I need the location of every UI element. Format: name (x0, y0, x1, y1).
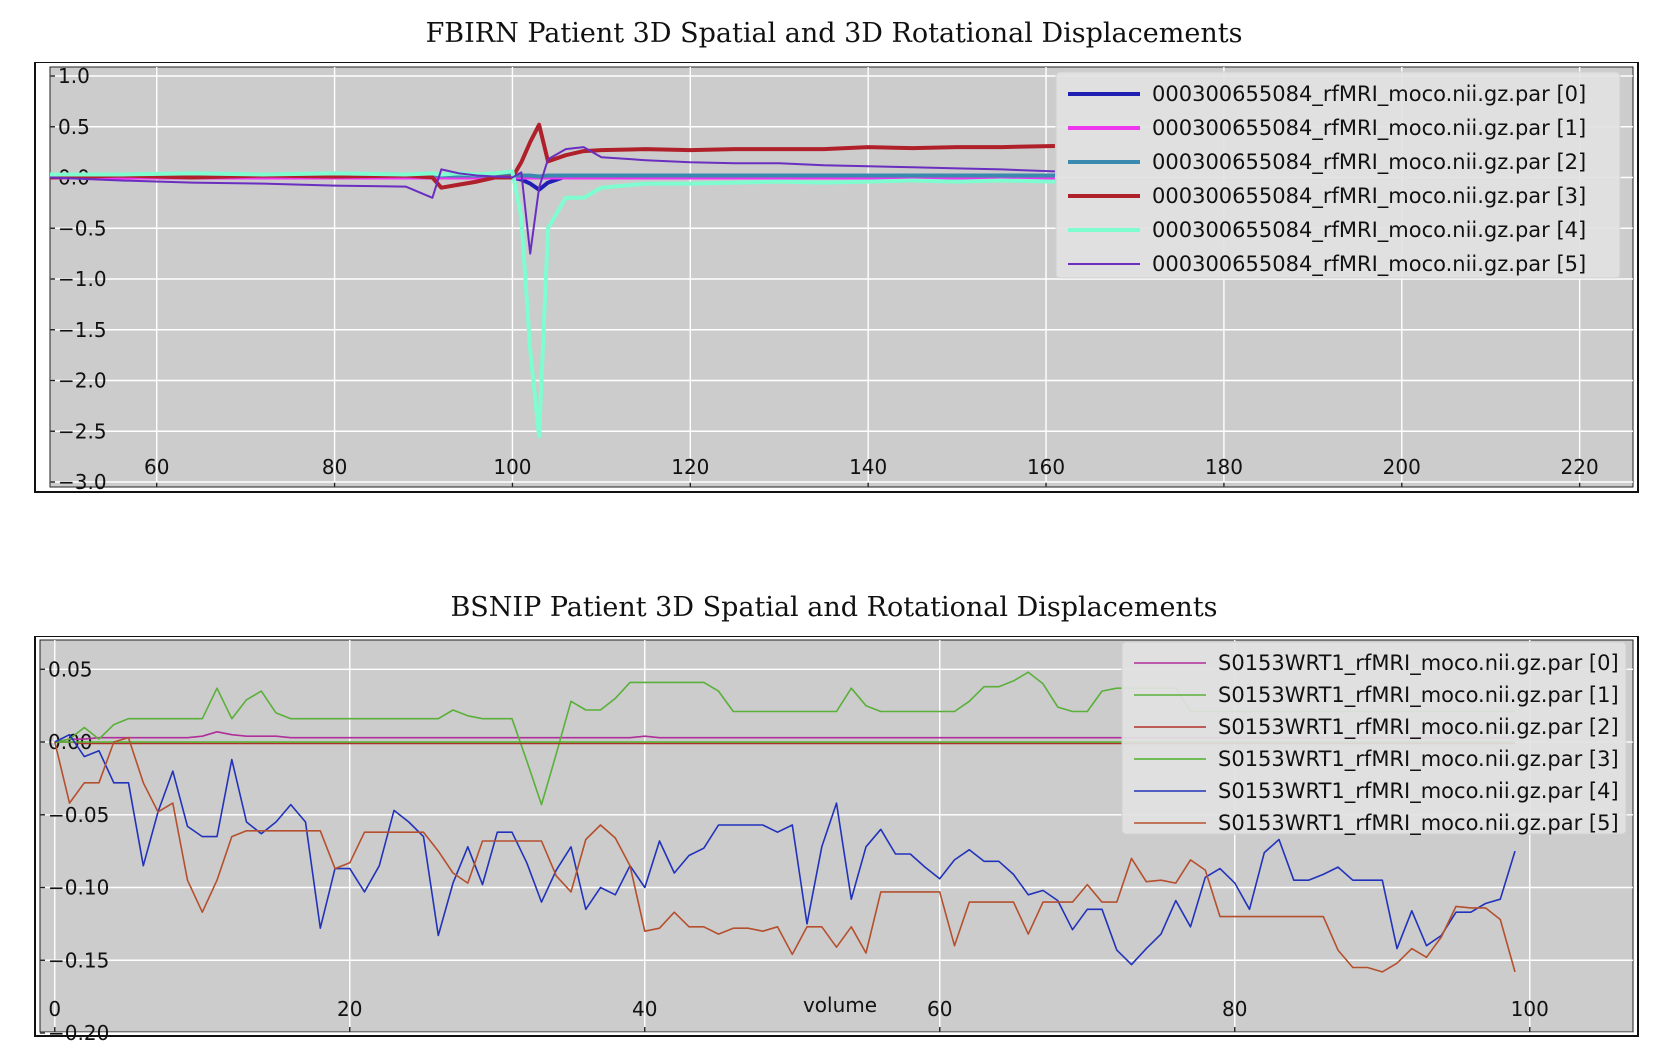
chart1-series-5 (50, 146, 1055, 255)
chart1-xtick-label: 160 (1027, 455, 1065, 479)
chart1-xtick-label: 200 (1383, 455, 1421, 479)
chart1-ytick-label: 1.0 (58, 64, 90, 88)
chart1-ytick-label: −2.0 (58, 369, 107, 393)
chart2-xtick-label: 80 (1222, 997, 1247, 1021)
chart1-ytick-label: −1.0 (58, 267, 107, 291)
chart2-xlabel: volume (803, 993, 877, 1017)
chart1-legend-label-2: 000300655084_rfMRI_moco.nii.gz.par [2] (1152, 150, 1586, 175)
chart2-legend-label-3: S0153WRT1_rfMRI_moco.nii.gz.par [3] (1218, 747, 1619, 772)
chart2-series-5 (54, 736, 1516, 973)
chart2-ytick-label: 0.05 (48, 657, 93, 681)
chart2-plot: 0 20 40 60 80 1000.050.00−0.05−0.10−0.15−0.20… (34, 636, 1639, 1045)
chart2-legend-label-4: S0153WRT1_rfMRI_moco.nii.gz.par [4] (1218, 779, 1619, 804)
chart2-ytick-label: −0.15 (48, 948, 109, 972)
chart1-series-group (50, 122, 1055, 439)
chart1-ytick-label: −3.0 (58, 470, 107, 494)
chart2-title: BSNIP Patient 3D Spatial and Rotational … (450, 592, 1218, 623)
chart1-xtick-label: 60 (144, 455, 169, 479)
chart1-xtick-label: 180 (1205, 455, 1243, 479)
chart2-ytick-label: −0.05 (48, 803, 109, 827)
chart2-legend: S0153WRT1_rfMRI_moco.nii.gz.par [0] S0153… (1121, 641, 1627, 836)
chart1-legend-label-1: 000300655084_rfMRI_moco.nii.gz.par [1] (1152, 116, 1586, 141)
chart2-legend-label-5: S0153WRT1_rfMRI_moco.nii.gz.par [5] (1218, 811, 1619, 836)
chart1-xtick-label: 100 (493, 455, 531, 479)
chart2-xtick-label: 100 (1511, 997, 1549, 1021)
chart2-legend-label-0: S0153WRT1_rfMRI_moco.nii.gz.par [0] (1218, 651, 1619, 676)
chart1-legend-label-3: 000300655084_rfMRI_moco.nii.gz.par [3] (1152, 184, 1586, 209)
chart1-legend-label-0: 000300655084_rfMRI_moco.nii.gz.par [0] (1152, 82, 1586, 107)
chart2-ytick-label: −0.20 (48, 1021, 109, 1045)
chart1-plot: 60 80 100 120 140 160 180 200 2201.00.50.0−0.5−1… (34, 62, 1639, 494)
chart1-series-4 (50, 169, 1055, 439)
chart1-xtick-label: 220 (1561, 455, 1599, 479)
chart1-xtick-label: 140 (849, 455, 887, 479)
chart2-legend-box (1121, 641, 1627, 835)
chart1-ytick-label: −2.5 (58, 419, 107, 443)
chart1-xtick-label: 80 (322, 455, 347, 479)
chart1-legend-label-5: 000300655084_rfMRI_moco.nii.gz.par [5] (1152, 252, 1586, 277)
chart1-legend: 000300655084_rfMRI_moco.nii.gz.par [0] 00… (1055, 71, 1621, 279)
chart1-ytick-label: −0.5 (58, 216, 107, 240)
chart2-xtick-label: 40 (632, 997, 657, 1021)
chart1-legend-label-4: 000300655084_rfMRI_moco.nii.gz.par [4] (1152, 218, 1586, 243)
chart1-title: FBIRN Patient 3D Spatial and 3D Rotation… (425, 18, 1243, 49)
chart2-xtick-label: 60 (927, 997, 952, 1021)
chart2-series-4 (54, 733, 1516, 966)
chart2-xtick-label: 20 (337, 997, 362, 1021)
chart1-ytick-label: −1.5 (58, 318, 107, 342)
chart2-legend-label-1: S0153WRT1_rfMRI_moco.nii.gz.par [1] (1218, 683, 1619, 708)
chart2-ytick-label: −0.10 (48, 876, 109, 900)
chart2-legend-label-2: S0153WRT1_rfMRI_moco.nii.gz.par [2] (1218, 715, 1619, 740)
chart2-xtick-label: 0 (48, 997, 61, 1021)
chart1-legend-box (1055, 71, 1621, 279)
chart1-ytick-label: 0.5 (58, 115, 90, 139)
chart1-xtick-label: 120 (671, 455, 709, 479)
